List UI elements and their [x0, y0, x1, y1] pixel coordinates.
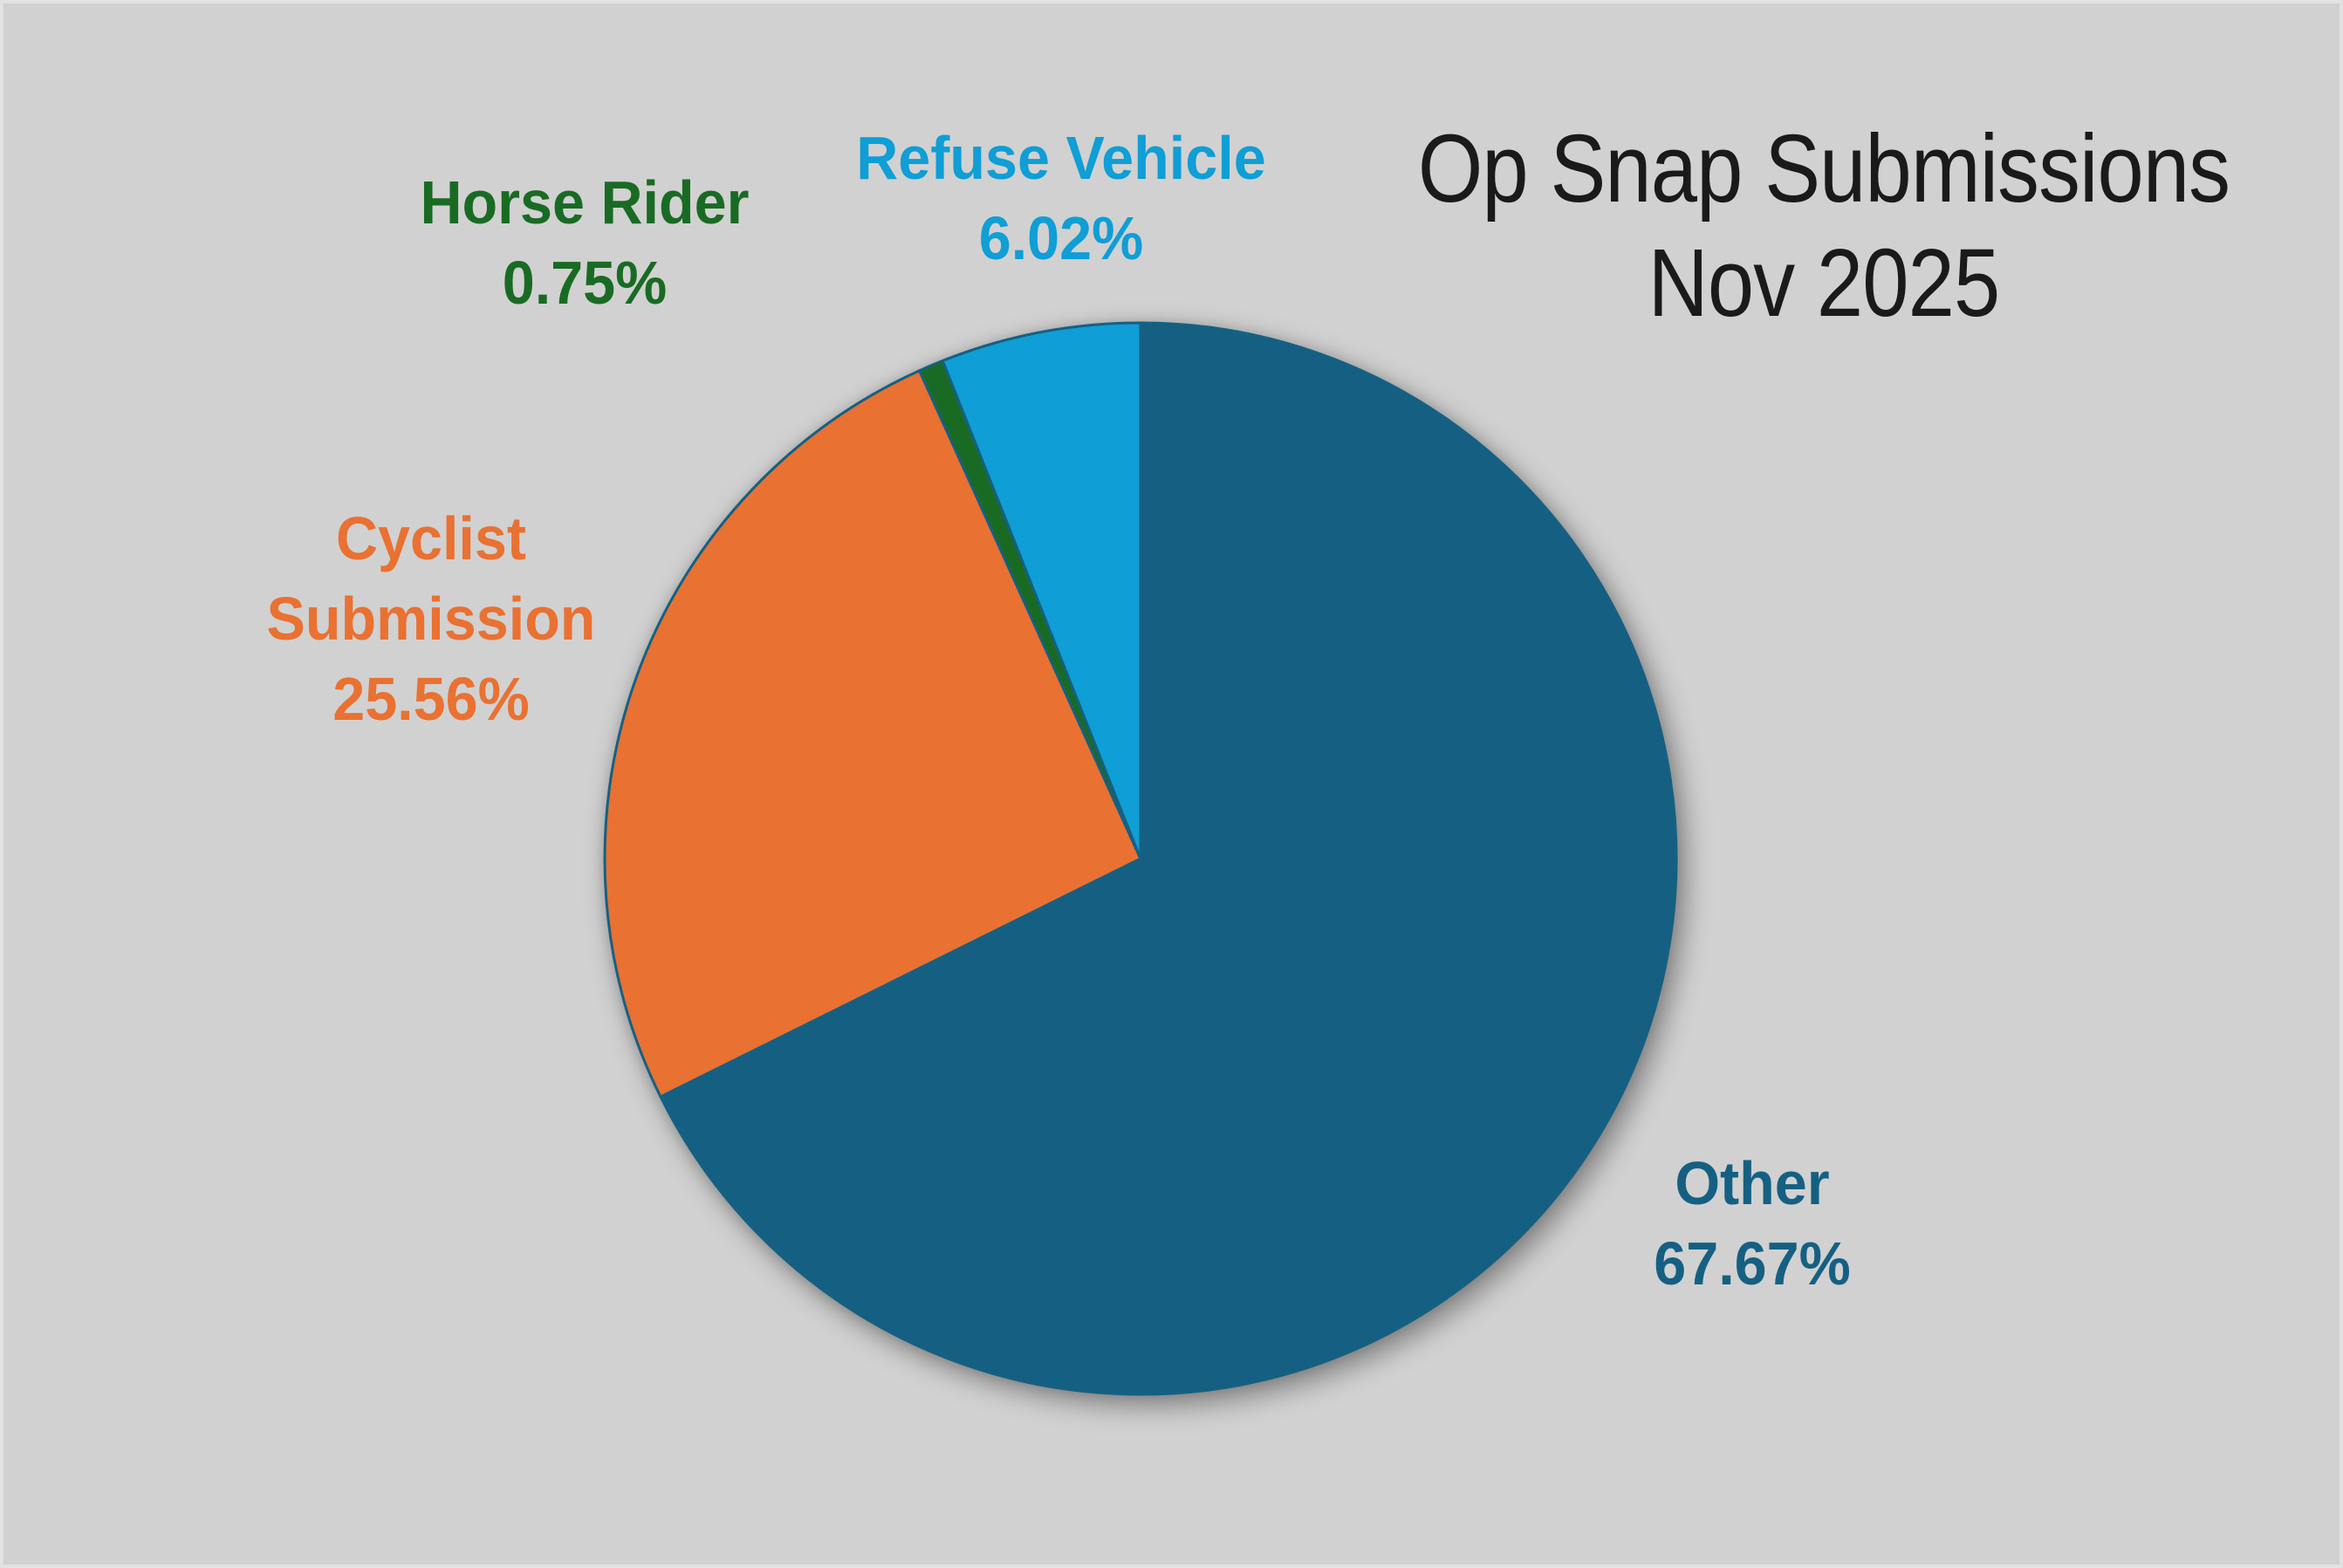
label-cyclist-submission: Cyclist Submission 25.56% [232, 498, 630, 739]
label-other-name: Other [1675, 1149, 1830, 1217]
label-refuse-vehicle-name: Refuse Vehicle [856, 124, 1266, 192]
pie-chart[interactable] [587, 305, 1694, 1412]
label-other: Other 67.67% [1654, 1143, 1851, 1304]
pie-slice-other[interactable] [659, 321, 1678, 1396]
pie-slice-cyclist-submission[interactable] [603, 369, 1142, 1099]
chart-title-line1: Op Snap Submissions [1417, 115, 2230, 223]
label-cyclist-submission-name: Cyclist Submission [266, 504, 596, 653]
label-other-pct: 67.67% [1654, 1229, 1851, 1298]
label-refuse-vehicle: Refuse Vehicle 6.02% [856, 118, 1265, 278]
pie-slice-refuse-vehicle[interactable] [941, 321, 1142, 860]
label-cyclist-submission-pct: 25.56% [332, 665, 530, 733]
label-refuse-vehicle-pct: 6.02% [978, 204, 1144, 272]
chart-title-line2: Nov 2025 [1648, 229, 2001, 337]
label-horse-rider-pct: 0.75% [502, 249, 668, 317]
chart-title: Op Snap Submissions Nov 2025 [1418, 112, 2230, 340]
label-horse-rider-name: Horse Rider [420, 168, 750, 236]
label-horse-rider: Horse Rider 0.75% [421, 162, 750, 323]
